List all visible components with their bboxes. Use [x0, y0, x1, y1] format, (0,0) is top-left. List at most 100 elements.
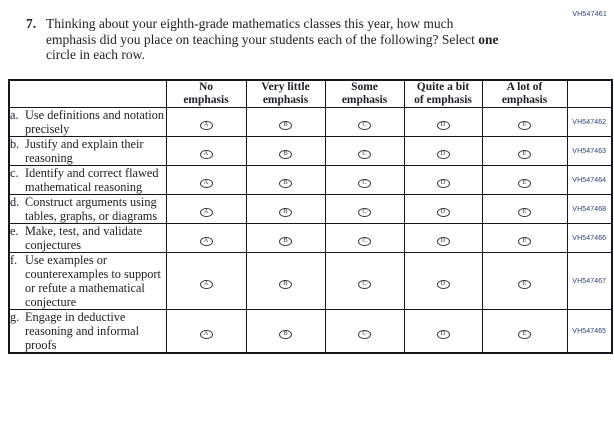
- bubble-letter: A: [203, 150, 209, 157]
- response-bubble-b[interactable]: B: [279, 178, 292, 188]
- cell-a-lot-of-emphasis: E: [481, 136, 568, 166]
- bubble-letter: B: [283, 208, 288, 215]
- bubble-letter: C: [362, 121, 367, 128]
- bubble-letter: D: [440, 330, 446, 337]
- column-header-a-lot-of-emphasis: A lot of emphasis: [481, 79, 568, 108]
- bubble-letter: E: [522, 280, 527, 287]
- response-bubble-b[interactable]: B: [279, 149, 292, 159]
- response-bubble-b[interactable]: B: [279, 207, 292, 217]
- cell-very-little-emphasis: B: [245, 107, 326, 137]
- response-bubble-a[interactable]: A: [199, 329, 213, 339]
- column-header-label: Very little emphasis: [261, 81, 310, 106]
- cell-no-emphasis: A: [165, 136, 247, 166]
- response-bubble-c[interactable]: C: [358, 329, 371, 339]
- response-bubble-c[interactable]: C: [358, 120, 371, 130]
- cell-no-emphasis: A: [165, 107, 247, 137]
- question-text: Thinking about your eighth-grade mathema…: [46, 16, 499, 63]
- response-bubble-e[interactable]: E: [518, 120, 531, 130]
- column-header-quite-a-bit-of-emphasis: Quite a bit of emphasis: [403, 79, 483, 108]
- bubble-letter: E: [522, 237, 527, 244]
- cell-quite-a-bit-of-emphasis: D: [403, 136, 483, 166]
- bubble-letter: D: [440, 280, 446, 287]
- response-bubble-c[interactable]: C: [358, 178, 371, 188]
- cell-very-little-emphasis: B: [245, 252, 326, 310]
- response-bubble-d[interactable]: D: [436, 279, 450, 289]
- response-bubble-c[interactable]: C: [358, 236, 371, 246]
- question-line-2-bold: one: [478, 31, 499, 47]
- cell-quite-a-bit-of-emphasis: D: [403, 194, 483, 224]
- cell-quite-a-bit-of-emphasis: D: [403, 223, 483, 253]
- column-header-no-emphasis: No emphasis: [165, 79, 247, 108]
- question-line-1: Thinking about your eighth-grade mathema…: [46, 16, 454, 31]
- response-bubble-d[interactable]: D: [436, 120, 450, 130]
- item-label: Identify and correct flawed mathematical…: [25, 166, 159, 194]
- response-bubble-a[interactable]: A: [199, 178, 213, 188]
- cell-no-emphasis: A: [165, 223, 247, 253]
- cell-some-emphasis: C: [324, 165, 405, 195]
- response-bubble-a[interactable]: A: [199, 120, 213, 130]
- cell-very-little-emphasis: B: [245, 194, 326, 224]
- bubble-letter: C: [362, 280, 367, 287]
- bubble-letter: C: [362, 237, 367, 244]
- corner-cell: [8, 79, 167, 108]
- code-column-header: [566, 79, 613, 108]
- bubble-letter: B: [283, 150, 288, 157]
- item-label: Engage in deductive reasoning and inform…: [25, 310, 140, 352]
- item-code: VH547465: [566, 309, 613, 354]
- column-header-label: Some emphasis: [341, 81, 388, 106]
- cell-some-emphasis: C: [324, 194, 405, 224]
- bubble-letter: B: [283, 330, 288, 337]
- bubble-letter: E: [522, 330, 527, 337]
- response-bubble-c[interactable]: C: [358, 207, 371, 217]
- item-label: Use definitions and notation precisely: [25, 108, 165, 136]
- response-bubble-e[interactable]: E: [518, 207, 531, 217]
- cell-very-little-emphasis: B: [245, 223, 326, 253]
- response-bubble-c[interactable]: C: [358, 149, 371, 159]
- response-bubble-e[interactable]: E: [518, 279, 531, 289]
- response-bubble-a[interactable]: A: [199, 149, 213, 159]
- response-bubble-d[interactable]: D: [436, 149, 450, 159]
- cell-quite-a-bit-of-emphasis: D: [403, 252, 483, 310]
- table-row-d: d. Construct arguments using tables, grap…: [8, 194, 613, 224]
- response-bubble-d[interactable]: D: [436, 178, 450, 188]
- bubble-letter: A: [203, 121, 209, 128]
- table-row-b: b. Justify and explain their reasoning A …: [8, 136, 613, 166]
- response-bubble-a[interactable]: A: [199, 236, 213, 246]
- cell-some-emphasis: C: [324, 136, 405, 166]
- response-bubble-b[interactable]: B: [279, 279, 292, 289]
- cell-a-lot-of-emphasis: E: [481, 309, 568, 354]
- item-cell: e. Make, test, and validate conjectures: [8, 223, 167, 253]
- response-bubble-d[interactable]: D: [436, 207, 450, 217]
- bubble-letter: E: [522, 208, 527, 215]
- response-bubble-e[interactable]: E: [518, 329, 531, 339]
- response-bubble-e[interactable]: E: [518, 149, 531, 159]
- response-bubble-d[interactable]: D: [436, 329, 450, 339]
- bubble-letter: B: [283, 179, 288, 186]
- item-label: Use examples or counterexamples to suppo…: [25, 253, 161, 309]
- response-bubble-e[interactable]: E: [518, 178, 531, 188]
- item-letter: c.: [10, 166, 19, 180]
- response-bubble-c[interactable]: C: [358, 279, 371, 289]
- cell-quite-a-bit-of-emphasis: D: [403, 309, 483, 354]
- bubble-letter: B: [283, 280, 288, 287]
- cell-some-emphasis: C: [324, 223, 405, 253]
- response-bubble-a[interactable]: A: [199, 207, 213, 217]
- response-bubble-e[interactable]: E: [518, 236, 531, 246]
- cell-very-little-emphasis: B: [245, 309, 326, 354]
- bubble-letter: D: [440, 121, 446, 128]
- response-bubble-b[interactable]: B: [279, 236, 292, 246]
- response-bubble-b[interactable]: B: [279, 120, 292, 130]
- bubble-letter: A: [203, 280, 209, 287]
- cell-a-lot-of-emphasis: E: [481, 165, 568, 195]
- cell-a-lot-of-emphasis: E: [481, 252, 568, 310]
- item-cell: g. Engage in deductive reasoning and info…: [8, 309, 167, 354]
- response-bubble-a[interactable]: A: [199, 279, 213, 289]
- cell-a-lot-of-emphasis: E: [481, 107, 568, 137]
- response-bubble-b[interactable]: B: [279, 329, 292, 339]
- item-code: VH547463: [566, 136, 613, 166]
- response-bubble-d[interactable]: D: [436, 236, 450, 246]
- cell-very-little-emphasis: B: [245, 165, 326, 195]
- cell-no-emphasis: A: [165, 194, 247, 224]
- question-line-2: emphasis did you place on teaching your …: [46, 32, 499, 48]
